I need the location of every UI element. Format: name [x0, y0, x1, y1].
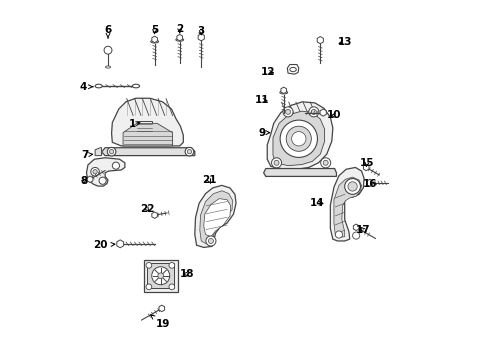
- Bar: [144, 260, 178, 292]
- Circle shape: [152, 267, 170, 285]
- Text: 8: 8: [81, 176, 88, 186]
- Text: 3: 3: [197, 26, 205, 36]
- Polygon shape: [198, 34, 204, 41]
- Ellipse shape: [95, 84, 102, 88]
- Polygon shape: [204, 199, 231, 237]
- Circle shape: [112, 162, 120, 169]
- Text: 16: 16: [363, 179, 377, 189]
- Polygon shape: [367, 179, 373, 186]
- Text: 18: 18: [180, 269, 194, 279]
- Text: 22: 22: [140, 204, 155, 215]
- Polygon shape: [330, 167, 364, 241]
- Circle shape: [185, 147, 194, 156]
- Circle shape: [311, 109, 317, 114]
- Circle shape: [286, 109, 291, 114]
- Ellipse shape: [290, 67, 296, 72]
- Polygon shape: [101, 148, 195, 156]
- Circle shape: [169, 284, 175, 290]
- Circle shape: [280, 120, 318, 157]
- Text: 15: 15: [360, 158, 374, 168]
- Polygon shape: [320, 109, 326, 116]
- Text: 4: 4: [80, 82, 93, 92]
- Polygon shape: [195, 185, 236, 247]
- Text: 10: 10: [327, 111, 341, 121]
- Circle shape: [344, 179, 361, 194]
- Circle shape: [286, 126, 311, 151]
- Polygon shape: [112, 98, 183, 146]
- Polygon shape: [87, 158, 125, 186]
- Circle shape: [187, 149, 192, 154]
- Circle shape: [309, 107, 319, 117]
- Polygon shape: [317, 37, 323, 44]
- Circle shape: [292, 132, 306, 146]
- Bar: [147, 263, 174, 288]
- Polygon shape: [159, 305, 165, 312]
- Circle shape: [283, 107, 293, 117]
- Polygon shape: [87, 176, 93, 183]
- Circle shape: [146, 262, 152, 268]
- Text: 2: 2: [176, 24, 183, 35]
- Circle shape: [107, 147, 116, 156]
- Circle shape: [274, 160, 279, 165]
- Circle shape: [99, 177, 106, 184]
- Text: 5: 5: [151, 25, 158, 35]
- Circle shape: [206, 236, 216, 246]
- Text: 12: 12: [261, 67, 275, 77]
- Polygon shape: [364, 164, 369, 171]
- Bar: [137, 121, 152, 132]
- Polygon shape: [123, 123, 172, 146]
- Circle shape: [271, 158, 282, 168]
- Text: 9: 9: [259, 128, 270, 138]
- Circle shape: [104, 46, 112, 54]
- Polygon shape: [267, 102, 333, 169]
- Polygon shape: [264, 168, 337, 176]
- Circle shape: [91, 167, 99, 176]
- Polygon shape: [353, 224, 359, 230]
- Polygon shape: [334, 177, 362, 237]
- Ellipse shape: [176, 39, 184, 41]
- Circle shape: [320, 158, 331, 168]
- Polygon shape: [152, 36, 157, 42]
- Circle shape: [109, 149, 114, 154]
- Text: 17: 17: [356, 225, 370, 235]
- Text: 6: 6: [104, 25, 112, 38]
- Polygon shape: [177, 35, 183, 41]
- Polygon shape: [273, 111, 324, 166]
- Ellipse shape: [280, 91, 288, 94]
- Text: 21: 21: [202, 175, 217, 185]
- Text: 20: 20: [94, 240, 115, 250]
- Polygon shape: [95, 148, 101, 156]
- Polygon shape: [117, 240, 123, 248]
- Circle shape: [353, 232, 360, 239]
- Circle shape: [348, 182, 357, 191]
- Polygon shape: [200, 191, 232, 244]
- Polygon shape: [152, 212, 157, 219]
- Circle shape: [335, 231, 343, 238]
- Text: 13: 13: [338, 37, 352, 47]
- Circle shape: [146, 284, 152, 290]
- Text: 19: 19: [150, 315, 170, 329]
- Text: 7: 7: [82, 150, 93, 160]
- Circle shape: [158, 273, 164, 279]
- Circle shape: [169, 262, 175, 268]
- Polygon shape: [281, 87, 287, 94]
- Text: 1: 1: [128, 120, 140, 129]
- Text: 14: 14: [309, 198, 324, 208]
- Circle shape: [93, 170, 97, 174]
- Text: 11: 11: [255, 95, 270, 105]
- Circle shape: [323, 160, 328, 165]
- Polygon shape: [287, 64, 299, 74]
- Ellipse shape: [151, 40, 159, 43]
- Ellipse shape: [105, 66, 111, 68]
- Circle shape: [208, 238, 214, 243]
- Ellipse shape: [132, 84, 140, 88]
